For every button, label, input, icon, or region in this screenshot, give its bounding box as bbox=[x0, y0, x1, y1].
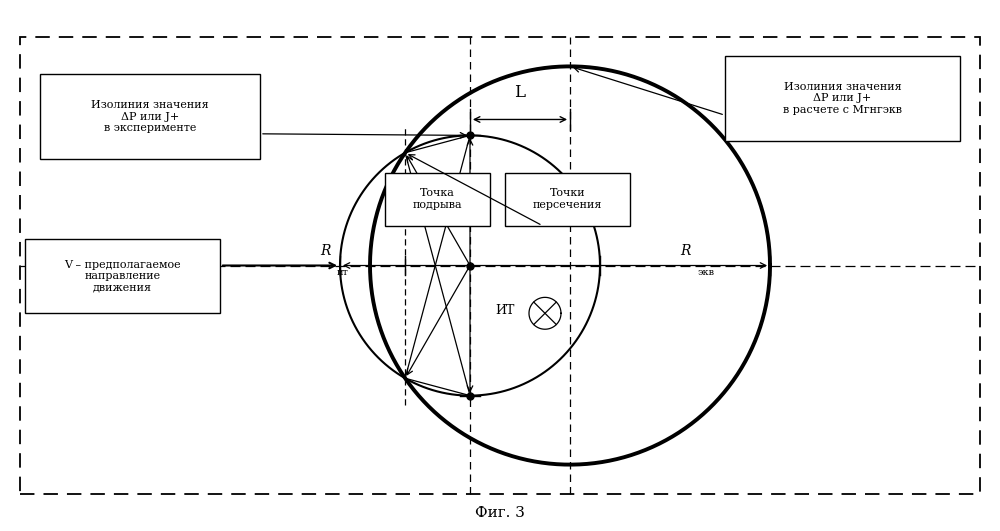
Text: Точки
персечения: Точки персечения bbox=[533, 189, 602, 210]
Bar bbox=[40, 74, 260, 159]
Bar bbox=[25, 239, 220, 313]
Text: Фиг. 3: Фиг. 3 bbox=[475, 507, 525, 520]
Text: L: L bbox=[514, 84, 526, 101]
Bar bbox=[505, 173, 630, 226]
Text: Изолиния значения
ΔP или J+
в эксперименте: Изолиния значения ΔP или J+ в эксперимен… bbox=[91, 100, 209, 133]
Bar bbox=[385, 173, 490, 226]
Bar bbox=[20, 37, 980, 494]
Text: V – предполагаемое
направление
движения: V – предполагаемое направление движения bbox=[64, 260, 181, 293]
Text: Точка
подрыва: Точка подрыва bbox=[413, 189, 462, 210]
Text: R: R bbox=[320, 244, 330, 258]
Text: Изолиния значения
ΔP или J+
в расчете с Mгнгэкв: Изолиния значения ΔP или J+ в расчете с … bbox=[783, 82, 902, 115]
Text: экв: экв bbox=[697, 268, 714, 277]
Text: R: R bbox=[680, 244, 690, 258]
Text: ИТ: ИТ bbox=[496, 304, 515, 317]
Bar bbox=[725, 56, 960, 141]
Text: ит: ит bbox=[337, 268, 349, 277]
